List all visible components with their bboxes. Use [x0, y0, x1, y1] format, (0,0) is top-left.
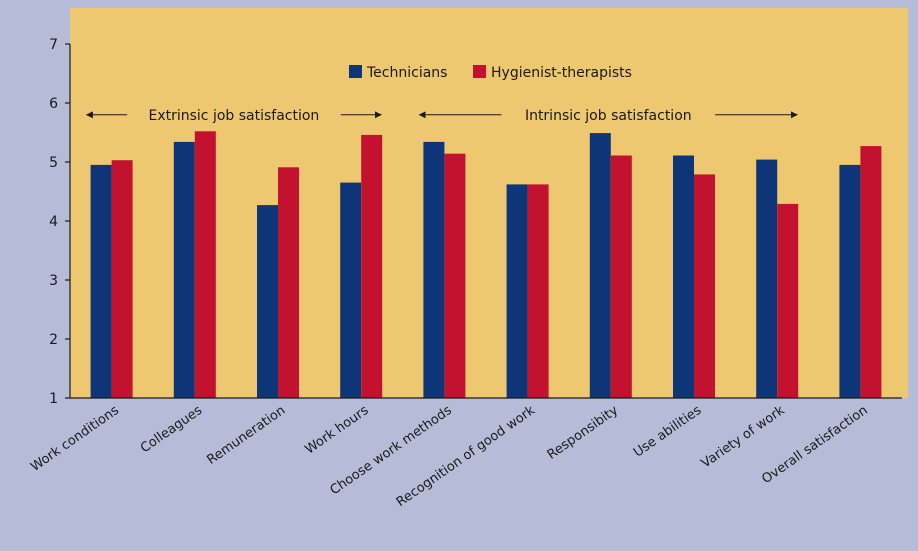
bar-technicians-4 [423, 141, 445, 398]
y-tick-label: 7 [49, 37, 58, 53]
bar-technicians-3 [340, 182, 362, 398]
bar-hygienist-therapists-1 [194, 131, 216, 399]
bar-group [90, 131, 882, 399]
bar-hygienist-therapists-3 [361, 134, 383, 398]
bar-technicians-9 [839, 164, 861, 398]
x-tick-label: Remuneration [204, 403, 288, 468]
bar-hygienist-therapists-0 [111, 160, 133, 398]
annotation-label-0: Extrinsic job satisfaction [148, 108, 319, 124]
x-tick-label: Recognition of good work [394, 403, 538, 510]
x-tick-label: Responsibity [545, 403, 622, 463]
bar-hygienist-therapists-9 [860, 146, 882, 398]
bar-hygienist-therapists-6 [610, 155, 632, 398]
bar-technicians-8 [756, 159, 778, 398]
x-tick-label: Work conditions [28, 403, 122, 475]
y-tick-label: 4 [49, 214, 58, 230]
bar-technicians-6 [589, 133, 611, 398]
bar-hygienist-therapists-2 [278, 167, 299, 398]
x-tick-label: Work hours [303, 403, 372, 458]
y-tick-label: 1 [49, 391, 58, 407]
y-axis: 1 2 3 4 5 6 7 [49, 37, 71, 407]
bar-technicians-7 [673, 155, 694, 398]
legend: Technicians Hygienist-therapists [349, 65, 632, 81]
annotation-label-1: Intrinsic job satisfaction [525, 108, 692, 124]
y-tick-label: 5 [49, 155, 58, 171]
bar-hygienist-therapists-4 [444, 153, 466, 398]
x-tick-label: Colleagues [138, 403, 205, 456]
legend-swatch-1 [473, 65, 486, 78]
legend-swatch-0 [349, 65, 362, 78]
annotation-group: Extrinsic job satisfaction Intrinsic job … [85, 108, 798, 124]
bar-hygienist-therapists-5 [527, 184, 549, 398]
y-tick-label: 2 [49, 332, 58, 348]
bar-technicians-5 [506, 184, 528, 398]
bar-technicians-1 [173, 141, 195, 398]
y-tick-label: 6 [49, 96, 58, 112]
x-tick-label: Variety of work [699, 403, 788, 472]
x-tick-label: Use abilities [631, 403, 704, 461]
y-tick-label: 3 [49, 273, 58, 289]
bar-technicians-2 [257, 205, 278, 398]
bar-technicians-0 [90, 164, 112, 398]
legend-label-0: Technicians [366, 65, 447, 81]
bar-hygienist-therapists-7 [694, 174, 715, 398]
bar-hygienist-therapists-8 [777, 203, 799, 398]
x-axis: Work conditions Colleagues Remuneration Wor… [28, 397, 902, 510]
legend-label-1: Hygienist-therapists [491, 65, 632, 81]
